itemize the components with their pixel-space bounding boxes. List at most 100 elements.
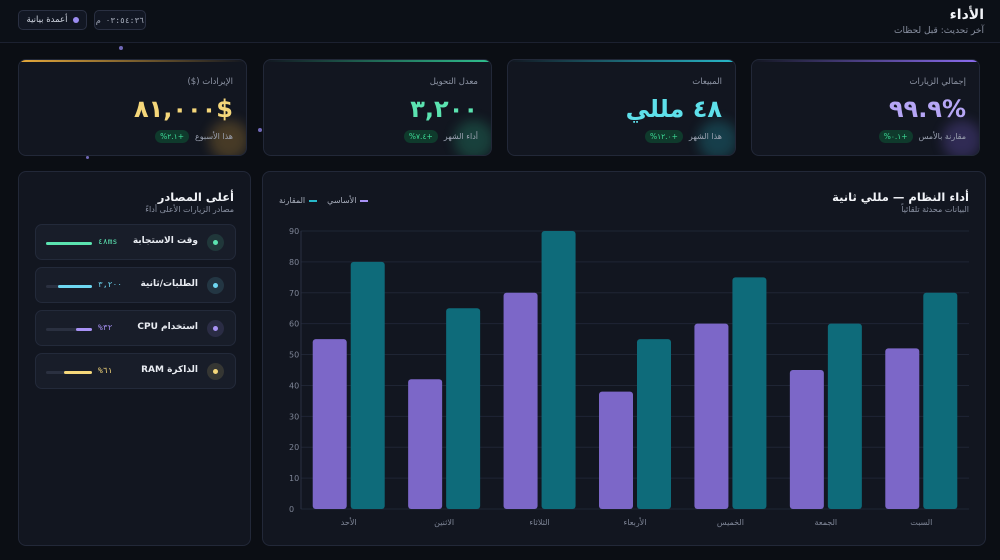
system-performance-panel: 0 10 20 30 40 50 60 70 80 90 الأحد الاثنين الثلاثاء ا… (262, 171, 986, 546)
source-value: ٤٨ms (98, 237, 118, 246)
sources-subtitle: مصادر الزيارات الأعلى أداءً (145, 205, 234, 214)
bar-base[interactable] (312, 339, 347, 509)
kpi-sub: هذا الشهر +١٢.٠% (644, 130, 722, 143)
source-row[interactable]: الطلبات/ثانية ٣,٢٠٠ (35, 267, 236, 303)
y-tick-label: 60 (289, 320, 299, 329)
source-progress-track (46, 285, 92, 288)
legend-swatch (309, 199, 318, 202)
bar-base[interactable] (408, 379, 443, 509)
chart-legend: الأساسي المقارنة (279, 196, 369, 205)
bar-base[interactable] (599, 391, 633, 509)
x-tick-label: الاثنين (434, 518, 454, 527)
source-dot-icon (207, 234, 224, 251)
source-value: ٣,٢٠٠ (98, 280, 123, 289)
kpi-accent (264, 60, 491, 62)
page-title: الأداء (949, 7, 984, 23)
kpi-card-visits[interactable]: إجمالي الزيارات %٩٩.٩ مقارنة بالأمس +٠.١… (751, 59, 980, 156)
kpi-sub-text: هذا الأسبوع (195, 132, 233, 141)
chart-type-label: أعمدة بيانية (26, 15, 68, 25)
kpi-value: ٣,٢٠٠ (410, 95, 478, 123)
source-progress-track (46, 371, 92, 374)
y-tick-label: 80 (289, 258, 299, 267)
y-tick-label: 40 (289, 381, 299, 390)
y-tick-label: 20 (289, 443, 299, 452)
kpi-label: المبيعات (692, 77, 722, 87)
source-row[interactable]: الذاكرة RAM ٦١% (35, 353, 236, 389)
kpi-sub-text: مقارنة بالأمس (918, 132, 966, 141)
source-name: الطلبات/ثانية (140, 279, 198, 289)
kpi-sub: أداء الشهر +٧.٤% (403, 130, 478, 143)
status-dot-icon (72, 17, 79, 23)
decorative-dot (258, 128, 262, 132)
y-tick-label: 30 (289, 412, 299, 421)
bar-compare[interactable] (446, 308, 481, 509)
legend-label: المقارنة (279, 196, 306, 205)
source-progress-fill (64, 371, 92, 374)
x-tick-label: الجمعة (815, 518, 838, 527)
title-block: الأداء آخر تحديث: قبل لحظات (894, 7, 984, 36)
kpi-sub-text: هذا الشهر (688, 132, 722, 141)
chart-subtitle: البيانات محدثة تلقائياً (901, 205, 969, 214)
kpi-sub: هذا الأسبوع +٢.١% (155, 130, 233, 143)
kpi-label: معدل التحويل (429, 77, 478, 87)
kpi-card-sales[interactable]: المبيعات ٤٨ مللي هذا الشهر +١٢.٠% (507, 59, 736, 156)
kpi-glow (454, 120, 491, 155)
decorative-dot (119, 46, 123, 50)
bar-compare[interactable] (923, 292, 958, 509)
last-updated-text: آخر تحديث: قبل لحظات (893, 26, 984, 36)
source-row[interactable]: استخدام CPU ٣٢% (35, 310, 236, 346)
kpi-label: إجمالي الزيارات (909, 77, 966, 87)
kpi-value: %٩٩.٩ (888, 95, 966, 123)
kpi-accent (508, 60, 735, 62)
top-sources-panel: أعلى المصادر مصادر الزيارات الأعلى أداءً… (18, 171, 251, 546)
source-progress-track (46, 328, 92, 331)
x-tick-label: السبت (910, 518, 932, 527)
bar-compare[interactable] (732, 277, 767, 509)
source-name: الذاكرة RAM (141, 365, 198, 375)
y-tick-label: 70 (289, 289, 299, 298)
source-name: استخدام CPU (137, 322, 198, 332)
decorative-dot (86, 156, 89, 159)
kpi-accent (19, 60, 246, 62)
x-tick-label: الأحد (341, 517, 357, 527)
chart-type-button[interactable]: أعمدة بيانية (18, 10, 87, 30)
top-bar: الأداء آخر تحديث: قبل لحظات أعمدة بيانية… (0, 0, 1000, 43)
source-dot-icon (207, 320, 224, 337)
y-tick-label: 0 (289, 505, 294, 514)
y-tick-label: 50 (289, 351, 299, 360)
kpi-card-revenue[interactable]: الإيرادات ($) $٨١,٠٠٠ هذا الأسبوع +٢.١% (18, 59, 247, 156)
kpi-sub-text: أداء الشهر (443, 132, 478, 141)
source-dot-icon (207, 363, 224, 380)
clock: ٠٣:٥٤:٣٦ م (94, 10, 146, 30)
bar-base[interactable] (694, 323, 729, 509)
kpi-card-conversion[interactable]: معدل التحويل ٣,٢٠٠ أداء الشهر +٧.٤% (263, 59, 492, 156)
legend-label: الأساسي (327, 196, 357, 205)
bar-compare[interactable] (637, 339, 671, 509)
source-row[interactable]: وقت الاستجابة ٤٨ms (35, 224, 236, 260)
bar-chart: 0 10 20 30 40 50 60 70 80 90 الأحد الاثنين الثلاثاء ا… (289, 227, 969, 527)
x-tick-label: الثلاثاء (529, 518, 549, 527)
legend-item-base[interactable]: الأساسي (327, 196, 369, 205)
source-progress-track (46, 242, 92, 245)
kpi-glow (942, 120, 979, 155)
kpi-change-badge: +٧.٤% (403, 130, 438, 143)
bar-compare[interactable] (827, 323, 862, 509)
x-tick-label: الخميس (717, 518, 744, 527)
kpi-change-badge: +٠.١% (878, 130, 913, 143)
bar-base[interactable] (885, 348, 920, 509)
y-tick-label: 10 (289, 474, 299, 483)
kpi-change-badge: +١٢.٠% (644, 130, 683, 143)
source-dot-icon (207, 277, 224, 294)
bar-base[interactable] (503, 292, 538, 509)
kpi-glow (698, 120, 735, 155)
source-name: وقت الاستجابة (132, 236, 198, 246)
bar-compare[interactable] (350, 261, 385, 509)
kpi-label: الإيرادات ($) (187, 77, 233, 87)
bar-base[interactable] (789, 370, 824, 509)
chart-title: أداء النظام — مللي ثانية (832, 190, 969, 204)
source-progress-fill (75, 328, 92, 331)
source-progress-fill (46, 242, 92, 245)
kpi-sub: مقارنة بالأمس +٠.١% (878, 130, 966, 143)
legend-item-compare[interactable]: المقارنة (279, 196, 318, 205)
bar-compare[interactable] (541, 231, 576, 509)
